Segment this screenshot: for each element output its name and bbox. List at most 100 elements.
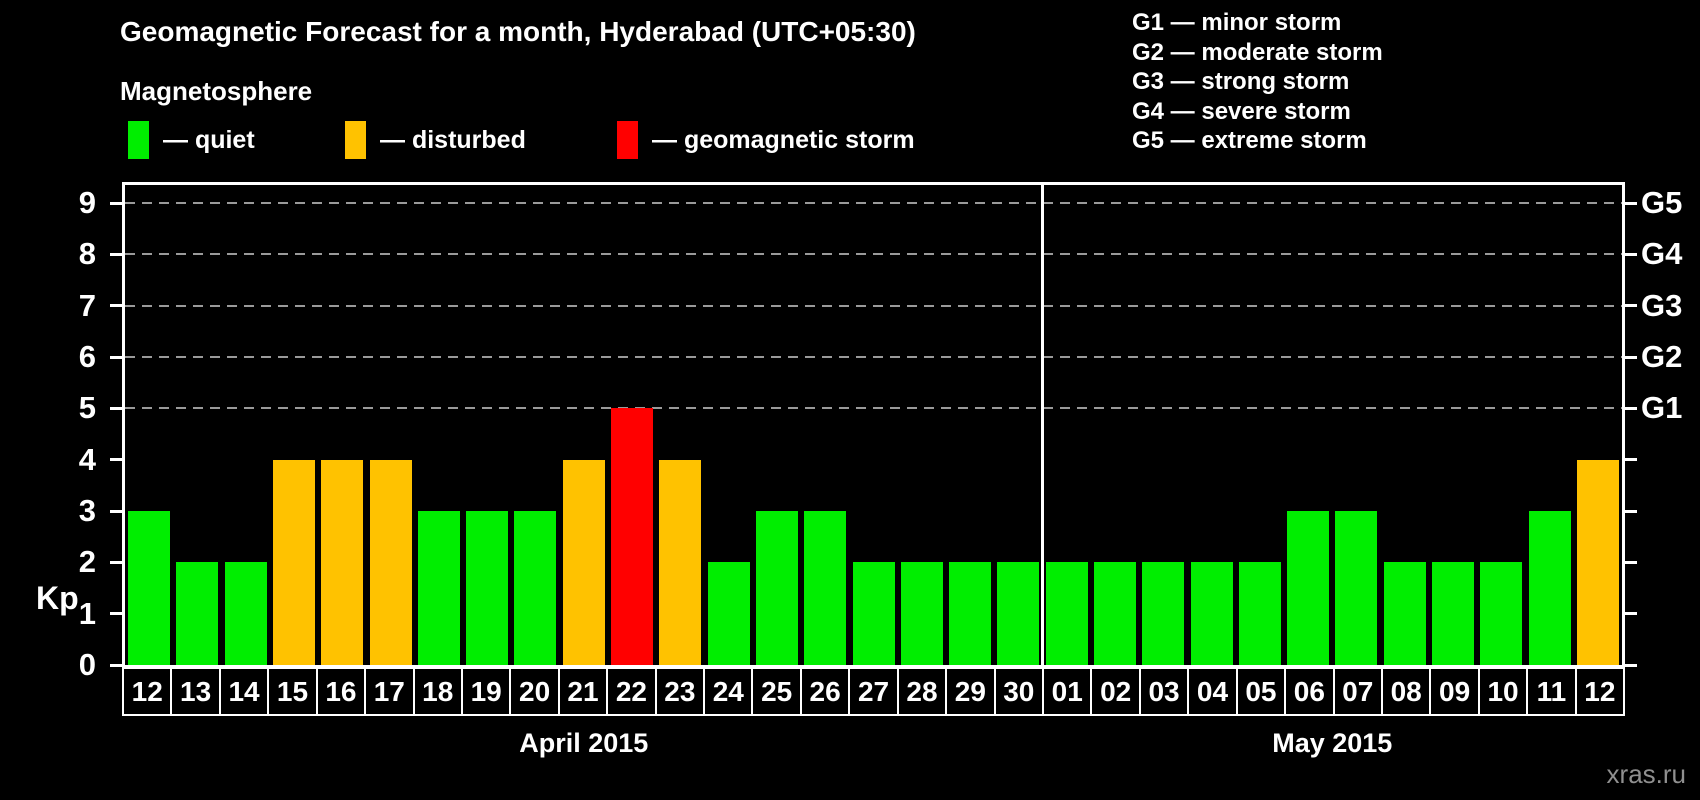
kp-bar-day-10 — [1480, 562, 1523, 665]
date-cell: 22 — [606, 667, 657, 716]
month-label: April 2015 — [519, 728, 649, 758]
g-scale-label-g1: G1 — [1641, 390, 1683, 426]
g-scale-legend: G1 — minor storm G2 — moderate storm G3 — … — [1132, 8, 1383, 156]
date-cell: 29 — [945, 667, 996, 716]
g-axis-tick — [1625, 663, 1637, 667]
date-cell: 25 — [751, 667, 802, 716]
kp-axis-tick — [110, 406, 122, 410]
kp-bar-day-23 — [659, 459, 702, 665]
kp-axis-label: Kp — [36, 580, 79, 616]
legend-item-quiet: — quiet — [128, 120, 255, 160]
kp-bar-day-01 — [1045, 562, 1088, 665]
kp-bar-day-09 — [1431, 562, 1474, 665]
date-cell: 08 — [1380, 667, 1432, 716]
kp-bar-day-17 — [369, 459, 412, 665]
kp-bar-day-26 — [804, 511, 847, 665]
date-cell: 09 — [1429, 667, 1480, 716]
date-cell: 28 — [896, 667, 948, 716]
g-axis-tick — [1625, 252, 1637, 256]
date-cell: 12 — [122, 667, 173, 716]
kp-tick-label: 2 — [78, 544, 96, 580]
legend-swatch-quiet — [128, 121, 149, 159]
kp-axis-tick — [110, 612, 122, 616]
kp-bar-day-08 — [1383, 562, 1426, 665]
kp-bar-day-24 — [707, 562, 750, 665]
g-axis-tick — [1625, 355, 1637, 359]
kp-bar-day-19 — [466, 511, 509, 665]
kp-axis: Kp 0 1 2 3 4 5 6 7 8 9 — [0, 182, 122, 682]
kp-tick-label: 6 — [78, 339, 96, 374]
date-cell: 14 — [218, 667, 270, 716]
date-cell: 06 — [1284, 667, 1335, 716]
date-cell: 13 — [170, 667, 221, 716]
legend-title: Magnetosphere — [120, 76, 313, 106]
kp-bar-day-13 — [176, 562, 219, 665]
date-cell: 05 — [1235, 667, 1287, 716]
kp-bar-day-29 — [949, 562, 992, 665]
date-cell: 12 — [1574, 667, 1626, 716]
date-cell: 16 — [315, 667, 367, 716]
g-scale-label-g2: G2 — [1641, 339, 1683, 374]
g-axis-tick — [1625, 458, 1637, 462]
kp-bar-day-15 — [273, 459, 316, 665]
chart-title: Geomagnetic Forecast for a month, Hydera… — [120, 16, 916, 47]
kp-bar-day-02 — [1093, 562, 1136, 665]
legend-item-disturbed: — disturbed — [345, 120, 526, 160]
date-cell: 24 — [703, 667, 754, 716]
kp-tick-label: 4 — [78, 441, 96, 477]
gridline-kp7 — [125, 304, 1622, 307]
date-cell: 04 — [1187, 667, 1238, 716]
date-cell: 18 — [412, 667, 463, 716]
gridline-kp9 — [125, 202, 1622, 204]
g-scale-axis: G1 G2 G3 G4 G5 — [1625, 182, 1700, 668]
kp-bar-day-21 — [562, 459, 605, 665]
kp-axis-tick — [110, 458, 122, 462]
kp-bar-day-14 — [224, 562, 267, 665]
kp-axis-tick — [110, 304, 122, 308]
kp-bar-day-16 — [321, 459, 364, 665]
kp-axis-tick — [110, 252, 122, 256]
date-cell: 30 — [993, 667, 1045, 716]
date-cell: 23 — [654, 667, 706, 716]
date-cell: 27 — [848, 667, 899, 716]
g-scale-label-g5: G5 — [1641, 185, 1683, 220]
date-cell: 17 — [364, 667, 415, 716]
date-cell: 15 — [267, 667, 318, 716]
kp-bar-day-06 — [1287, 511, 1330, 665]
date-cell: 19 — [460, 667, 512, 716]
kp-bar-day-28 — [900, 562, 943, 665]
date-cell: 21 — [557, 667, 609, 716]
kp-bar-day-07 — [1335, 511, 1378, 665]
kp-tick-label: 1 — [78, 595, 96, 631]
g-scale-label-g3: G3 — [1641, 287, 1683, 323]
legend-label-quiet: — quiet — [163, 125, 255, 154]
date-cell: 20 — [509, 667, 560, 716]
kp-tick-label: 8 — [78, 236, 96, 272]
gridline-kp8 — [125, 253, 1622, 256]
kp-bar-day-18 — [417, 511, 460, 665]
g-legend-line: G4 — severe storm — [1132, 97, 1351, 125]
kp-axis-tick — [110, 560, 122, 564]
kp-bar-day-12 — [128, 511, 171, 665]
date-cell: 03 — [1138, 667, 1190, 716]
legend-swatch-storm — [617, 121, 638, 159]
g-legend-line: G3 — strong storm — [1132, 68, 1350, 95]
gridline-kp5 — [125, 407, 1622, 410]
kp-axis-tick — [110, 355, 122, 359]
g-legend-line: G1 — minor storm — [1132, 9, 1342, 36]
kp-bar-day-30 — [997, 562, 1040, 665]
kp-axis-tick — [110, 509, 122, 513]
g-legend-line: G5 — extreme storm — [1132, 127, 1367, 154]
g-legend-line: G2 — moderate storm — [1132, 38, 1383, 66]
date-cell: 01 — [1042, 667, 1093, 716]
plot-area — [122, 182, 1625, 668]
kp-bar-day-22 — [611, 408, 654, 665]
date-cell: 26 — [799, 667, 851, 716]
kp-bar-day-27 — [852, 562, 895, 665]
kp-axis-tick — [110, 663, 122, 667]
legend-label-disturbed: — disturbed — [380, 125, 526, 154]
gridline-kp6 — [125, 356, 1622, 358]
kp-bar-day-12 — [1576, 459, 1619, 665]
kp-bar-day-11 — [1528, 511, 1571, 665]
kp-tick-label: 5 — [78, 390, 96, 426]
